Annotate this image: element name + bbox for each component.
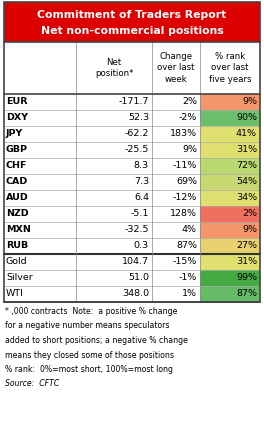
Bar bbox=[4, 126, 260, 142]
Text: 9%: 9% bbox=[182, 146, 197, 155]
Text: Source:  CFTC: Source: CFTC bbox=[5, 379, 59, 389]
Text: Change
over last
week: Change over last week bbox=[157, 52, 195, 84]
Text: -25.5: -25.5 bbox=[125, 146, 149, 155]
Text: 54%: 54% bbox=[236, 178, 257, 187]
Text: -15%: -15% bbox=[173, 258, 197, 266]
Bar bbox=[4, 286, 260, 302]
Text: -5.1: -5.1 bbox=[131, 210, 149, 218]
Text: 9%: 9% bbox=[242, 98, 257, 107]
Text: * ,000 contracts  Note:  a positive % change: * ,000 contracts Note: a positive % chan… bbox=[5, 307, 177, 316]
Text: 4%: 4% bbox=[182, 226, 197, 234]
Text: 348.0: 348.0 bbox=[122, 290, 149, 298]
Text: % rank
over last
five years: % rank over last five years bbox=[209, 52, 251, 84]
Text: 104.7: 104.7 bbox=[122, 258, 149, 266]
Text: NZD: NZD bbox=[6, 210, 29, 218]
Text: 31%: 31% bbox=[236, 258, 257, 266]
Text: 99%: 99% bbox=[236, 274, 257, 282]
Bar bbox=[4, 190, 260, 206]
Bar bbox=[4, 254, 260, 270]
Bar bbox=[200, 190, 260, 206]
Bar bbox=[200, 222, 260, 238]
Bar bbox=[200, 110, 260, 126]
Text: 1%: 1% bbox=[182, 290, 197, 298]
Text: 7.3: 7.3 bbox=[134, 178, 149, 187]
Text: 8.3: 8.3 bbox=[134, 162, 149, 171]
Text: 87%: 87% bbox=[236, 290, 257, 298]
Bar bbox=[200, 270, 260, 286]
Text: 0.3: 0.3 bbox=[134, 242, 149, 250]
Bar bbox=[200, 158, 260, 174]
Text: 87%: 87% bbox=[176, 242, 197, 250]
Bar bbox=[200, 238, 260, 254]
Bar bbox=[4, 270, 260, 286]
Text: Net non-commercial positions: Net non-commercial positions bbox=[41, 26, 223, 36]
Text: -32.5: -32.5 bbox=[125, 226, 149, 234]
Bar bbox=[4, 206, 260, 222]
Text: RUB: RUB bbox=[6, 242, 28, 250]
Bar bbox=[4, 94, 260, 110]
Text: 27%: 27% bbox=[236, 242, 257, 250]
Text: 52.3: 52.3 bbox=[128, 114, 149, 123]
Bar bbox=[200, 206, 260, 222]
Text: added to short positions; a negative % change: added to short positions; a negative % c… bbox=[5, 336, 188, 345]
Bar bbox=[4, 142, 260, 158]
Text: 2%: 2% bbox=[242, 210, 257, 218]
Text: 72%: 72% bbox=[236, 162, 257, 171]
Text: means they closed some of those positions: means they closed some of those position… bbox=[5, 351, 174, 360]
Text: Silver: Silver bbox=[6, 274, 33, 282]
Bar bbox=[4, 2, 260, 302]
Text: AUD: AUD bbox=[6, 194, 29, 203]
Text: 41%: 41% bbox=[236, 130, 257, 139]
Text: DXY: DXY bbox=[6, 114, 28, 123]
Bar bbox=[200, 142, 260, 158]
Text: -2%: -2% bbox=[179, 114, 197, 123]
Bar bbox=[200, 254, 260, 270]
Text: Net
position*: Net position* bbox=[95, 58, 133, 78]
Text: -11%: -11% bbox=[173, 162, 197, 171]
Text: -1%: -1% bbox=[179, 274, 197, 282]
Bar bbox=[4, 238, 260, 254]
Text: GBP: GBP bbox=[6, 146, 28, 155]
Bar bbox=[200, 126, 260, 142]
Bar bbox=[200, 174, 260, 190]
Text: 90%: 90% bbox=[236, 114, 257, 123]
Bar bbox=[4, 222, 260, 238]
Text: 128%: 128% bbox=[170, 210, 197, 218]
Bar bbox=[4, 174, 260, 190]
Text: CHF: CHF bbox=[6, 162, 27, 171]
Text: 183%: 183% bbox=[170, 130, 197, 139]
Text: -62.2: -62.2 bbox=[125, 130, 149, 139]
Text: MXN: MXN bbox=[6, 226, 31, 234]
Text: 31%: 31% bbox=[236, 146, 257, 155]
Text: 9%: 9% bbox=[242, 226, 257, 234]
Text: 6.4: 6.4 bbox=[134, 194, 149, 203]
Bar bbox=[200, 286, 260, 302]
Bar bbox=[4, 42, 260, 94]
Text: 2%: 2% bbox=[182, 98, 197, 107]
Text: 34%: 34% bbox=[236, 194, 257, 203]
Text: 69%: 69% bbox=[176, 178, 197, 187]
Text: for a negative number means speculators: for a negative number means speculators bbox=[5, 322, 169, 330]
Text: EUR: EUR bbox=[6, 98, 27, 107]
Text: CAD: CAD bbox=[6, 178, 28, 187]
Bar bbox=[4, 158, 260, 174]
Text: % rank:  0%=most short, 100%=most long: % rank: 0%=most short, 100%=most long bbox=[5, 365, 173, 374]
Bar bbox=[200, 94, 260, 110]
Text: 51.0: 51.0 bbox=[128, 274, 149, 282]
Text: Gold: Gold bbox=[6, 258, 28, 266]
Bar bbox=[4, 110, 260, 126]
Text: -12%: -12% bbox=[173, 194, 197, 203]
Text: Commitment of Traders Report: Commitment of Traders Report bbox=[37, 10, 227, 20]
Text: -171.7: -171.7 bbox=[119, 98, 149, 107]
Bar bbox=[4, 2, 260, 42]
Text: WTI: WTI bbox=[6, 290, 24, 298]
Text: JPY: JPY bbox=[6, 130, 23, 139]
